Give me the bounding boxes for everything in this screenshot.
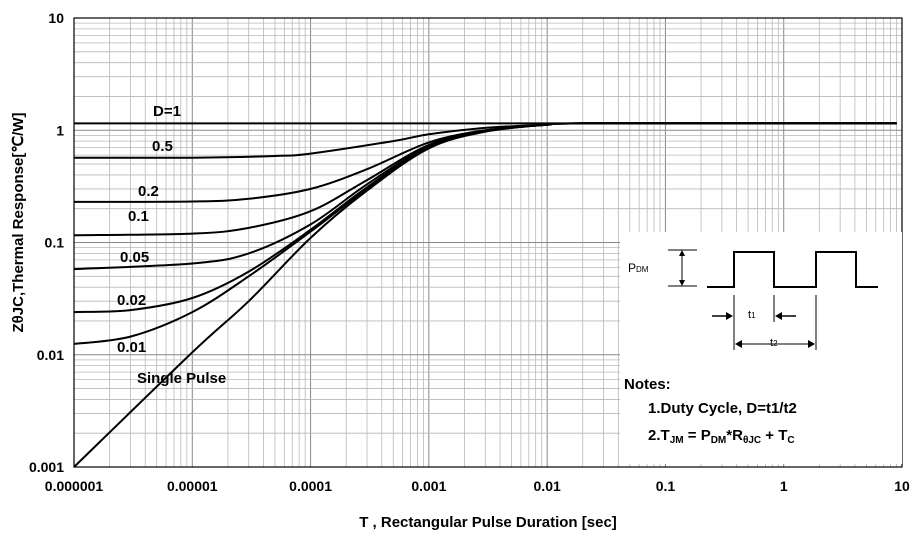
x-tick-label: 0.00001 [167,478,218,494]
t1-label: t1 [748,309,756,321]
x-tick-label: 0.001 [411,478,446,494]
pulse-train [707,251,878,288]
t2-label: t2 [770,337,778,349]
t1-arrowhead-left [726,312,733,320]
x-tick-label: 10 [894,478,910,494]
pdm-arrow-down [679,280,685,286]
y-axis-title: ZθJC,Thermal Response[℃/W] [10,113,27,333]
y-tick-label: 10 [48,10,64,26]
t2-arrowhead-left [735,340,742,348]
series-label-0-05: 0.05 [120,249,149,266]
grid [73,18,902,468]
pdm-label: PDM [628,261,649,275]
note-tjm-formula: 2.TJM = PDM*RθJC + TC [648,427,795,446]
y-tick-label: 0.001 [29,459,64,475]
series-label-0-2: 0.2 [138,183,159,200]
series-lines [73,122,897,468]
notes-title: Notes: [624,376,671,393]
x-tick-label: 0.01 [534,478,561,494]
x-axis-title: T , Rectangular Pulse Duration [sec] [359,514,617,531]
inset-diagram: PDM t1 t2 Notes: 1.Duty Cycle, D=t1/t2 2… [620,232,902,464]
y-tick-label: 0.1 [45,235,65,251]
series-label-0-1: 0.1 [128,208,149,225]
t2-arrowhead-right [808,340,815,348]
series-label-0-02: 0.02 [117,292,146,309]
t1-arrowhead-right [775,312,782,320]
axes: 0.000001 0.00001 0.0001 0.001 0.01 0.1 1 10 0.00… [10,10,910,531]
series-label-d-1: D=1 [153,103,181,120]
series-label-0-5: 0.5 [152,138,173,155]
series-label-0-01: 0.01 [117,339,146,356]
y-tick-label: 0.01 [37,347,64,363]
y-tick-label: 1 [56,122,64,138]
series-line-single-pulse [73,122,897,468]
labels: D=1 0.5 0.2 0.1 0.05 0.02 0.01 Single Pulse [117,103,226,387]
series-label-single-pulse: Single Pulse [137,370,226,387]
x-tick-label: 0.0001 [289,478,332,494]
note-duty-cycle: 1.Duty Cycle, D=t1/t2 [648,400,797,417]
x-tick-label: 1 [780,478,788,494]
x-tick-label: 0.000001 [45,478,104,494]
pdm-arrow-up [679,250,685,256]
x-tick-label: 0.1 [656,478,676,494]
